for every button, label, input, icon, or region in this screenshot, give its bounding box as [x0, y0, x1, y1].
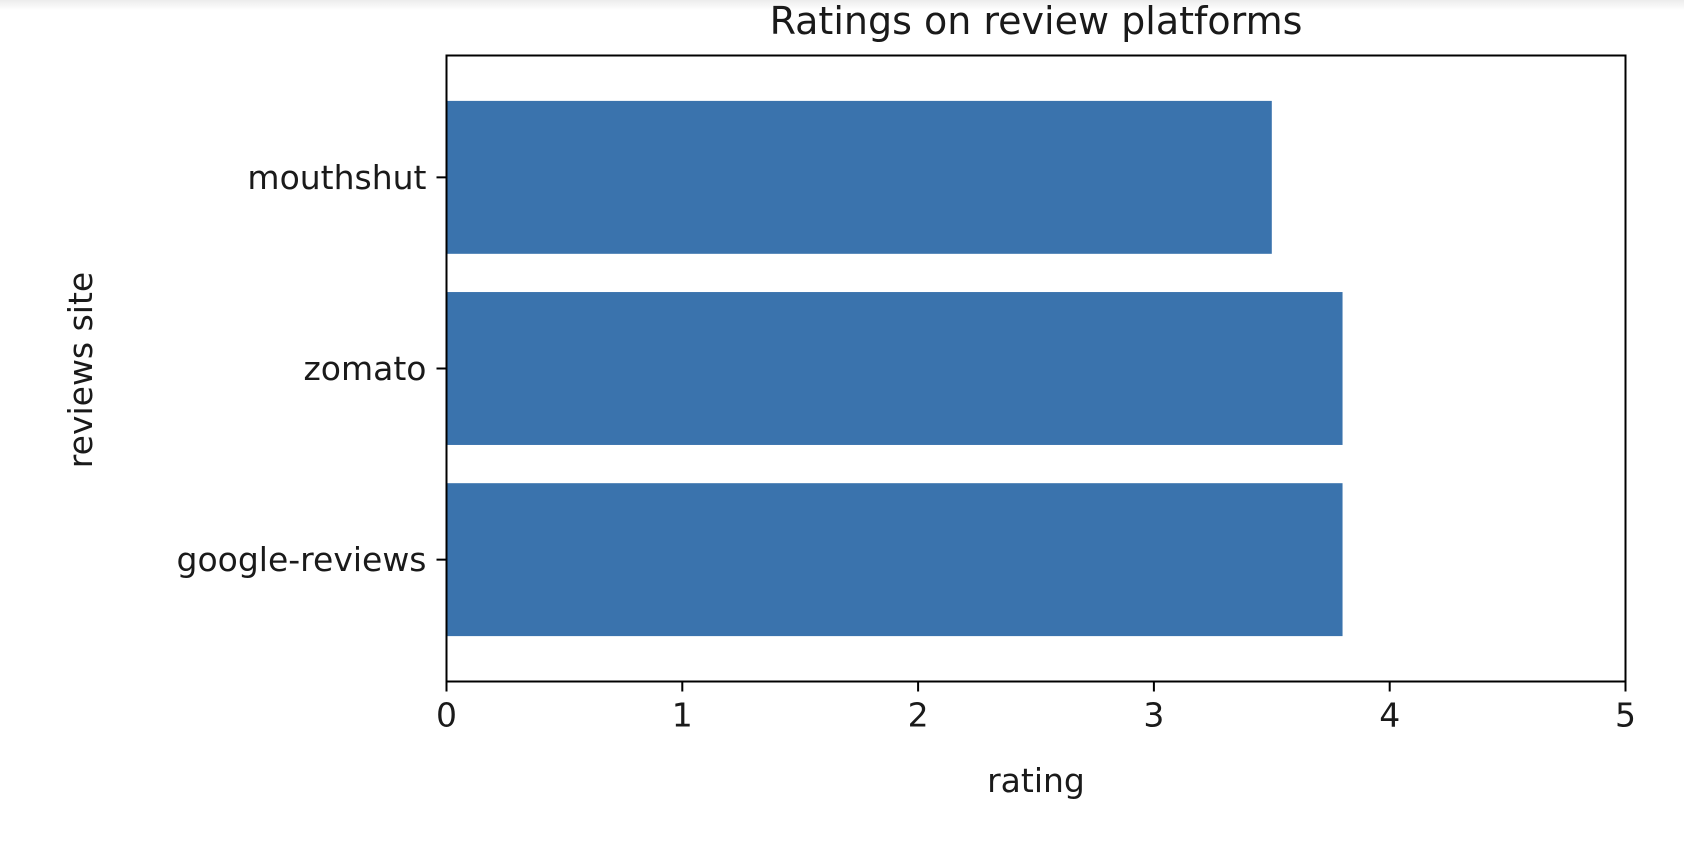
window-top-edge [0, 0, 1684, 10]
x-tick-label: 3 [1143, 696, 1164, 735]
y-tick-label: zomato [303, 349, 426, 388]
x-tick-label: 2 [908, 696, 929, 735]
x-tick-label: 4 [1379, 696, 1400, 735]
bar-mouthshut [446, 100, 1272, 254]
y-axis-label: reviews site [61, 272, 100, 468]
x-tick-label: 1 [672, 696, 693, 735]
bar-google-reviews [446, 483, 1343, 637]
y-axis: google-reviews zomato mouthshut [177, 158, 447, 579]
x-axis-label: rating [987, 761, 1085, 800]
bars-layer [446, 100, 1343, 637]
chart-title: Ratings on review platforms [770, 0, 1303, 43]
x-tick-label: 0 [436, 696, 457, 735]
x-axis: 0 1 2 3 4 5 [436, 681, 1636, 735]
x-tick-label: 5 [1615, 696, 1636, 735]
y-tick-label: google-reviews [177, 540, 427, 579]
bar-zomato [446, 292, 1343, 445]
y-tick-label: mouthshut [247, 158, 426, 197]
